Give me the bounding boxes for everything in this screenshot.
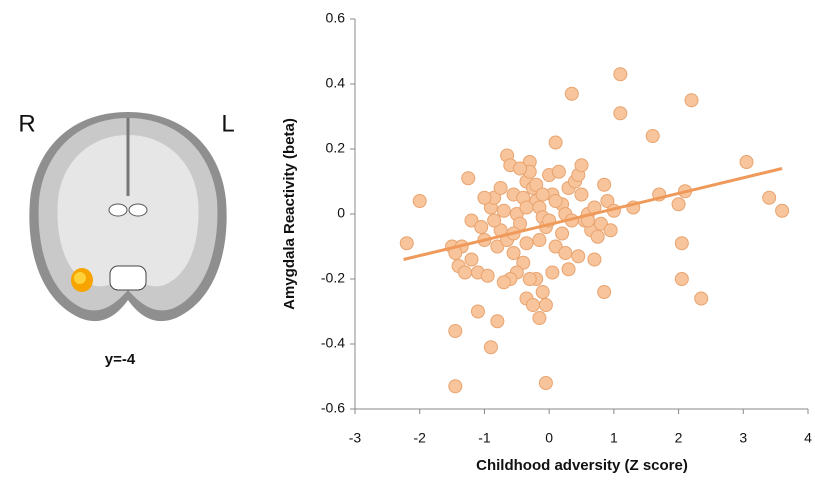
data-point <box>520 201 533 214</box>
data-point <box>539 377 552 390</box>
data-point <box>672 198 685 211</box>
page: {"brain_image": {"left_label": "R", "rig… <box>0 0 815 481</box>
data-point <box>536 188 549 201</box>
data-point <box>400 237 413 250</box>
ventricle <box>129 204 147 216</box>
x-tick-label: 1 <box>610 430 618 446</box>
data-point <box>556 227 569 240</box>
data-point <box>675 237 688 250</box>
activation-core <box>74 272 86 284</box>
data-point <box>776 204 789 217</box>
data-point <box>507 247 520 260</box>
x-tick-label: -1 <box>478 430 491 446</box>
data-point <box>475 221 488 234</box>
data-point <box>575 188 588 201</box>
data-point <box>533 312 546 325</box>
data-point <box>549 195 562 208</box>
y-axis-title: Amygdala Reactivity (beta) <box>281 118 298 310</box>
data-point <box>604 224 617 237</box>
data-point <box>539 299 552 312</box>
hemisphere-label: L <box>221 110 234 137</box>
data-point <box>465 253 478 266</box>
y-tick-label: 0 <box>337 205 345 221</box>
brain-stem-gap <box>110 266 146 290</box>
data-point <box>471 305 484 318</box>
data-point <box>695 292 708 305</box>
y-tick-label: 0.6 <box>326 10 346 26</box>
data-point <box>526 299 539 312</box>
data-point <box>572 250 585 263</box>
data-point <box>562 263 575 276</box>
data-point <box>523 273 536 286</box>
data-point <box>494 182 507 195</box>
data-point <box>740 156 753 169</box>
data-point <box>685 94 698 107</box>
data-point <box>488 214 501 227</box>
data-point <box>497 276 510 289</box>
data-point <box>598 286 611 299</box>
data-point <box>763 191 776 204</box>
data-point <box>575 159 588 172</box>
data-point <box>497 204 510 217</box>
data-point <box>591 230 604 243</box>
x-tick-label: 2 <box>675 430 683 446</box>
data-point <box>478 191 491 204</box>
data-point <box>484 341 497 354</box>
data-point <box>549 136 562 149</box>
data-point <box>536 286 549 299</box>
data-point <box>675 273 688 286</box>
data-point <box>565 87 578 100</box>
data-point <box>533 234 546 247</box>
data-point <box>413 195 426 208</box>
data-point <box>546 266 559 279</box>
data-point <box>588 253 601 266</box>
data-point <box>559 247 572 260</box>
ventricle <box>109 204 127 216</box>
data-point <box>514 162 527 175</box>
x-axis-title: Childhood adversity (Z score) <box>476 457 688 474</box>
data-point <box>646 130 659 143</box>
data-point <box>614 107 627 120</box>
x-tick-label: 4 <box>804 430 812 446</box>
data-point <box>459 266 472 279</box>
trend-line <box>404 169 783 260</box>
x-tick-label: -2 <box>413 430 426 446</box>
data-point <box>552 165 565 178</box>
data-point <box>449 325 462 338</box>
data-point <box>481 269 494 282</box>
data-point <box>520 237 533 250</box>
data-point <box>598 178 611 191</box>
y-tick-label: 0.4 <box>326 75 346 91</box>
figure: R L y=-4 Childhood adversity (Z score) A… <box>0 0 815 481</box>
plot: 0.6 0.4 0.2 0 -0.2 -0.4 -0.6-3 -2 -1 0 1 2 3 4 <box>321 10 812 446</box>
data-point <box>462 172 475 185</box>
x-tick-label: 3 <box>739 430 747 446</box>
slice-caption: y=-4 <box>105 351 136 368</box>
y-tick-label: -0.4 <box>321 335 345 351</box>
y-tick-label: -0.6 <box>321 400 345 416</box>
y-tick-label: 0.2 <box>326 140 346 156</box>
data-point <box>614 68 627 81</box>
x-tick-label: 0 <box>545 430 553 446</box>
hemisphere-label: R <box>18 110 35 137</box>
data-point <box>449 380 462 393</box>
brain-image: R L y=-4 <box>15 108 240 368</box>
data-point <box>491 315 504 328</box>
x-tick-label: -3 <box>349 430 362 446</box>
y-tick-label: -0.2 <box>321 270 345 286</box>
